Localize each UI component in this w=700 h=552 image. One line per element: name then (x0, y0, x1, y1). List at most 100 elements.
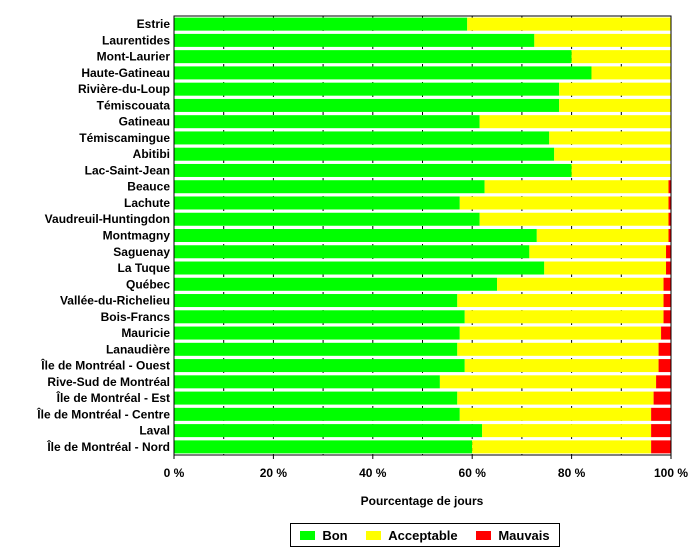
bar-segment-mauvais (651, 440, 671, 454)
bar-segment-acceptable (534, 33, 671, 47)
category-label: Bois-Francs (101, 310, 171, 324)
bar-segment-bon (174, 326, 460, 340)
category-label: Laval (139, 424, 170, 438)
bar-segment-acceptable (459, 326, 662, 340)
bar-segment-bon (174, 245, 530, 259)
legend-swatch-bon (300, 530, 316, 540)
bar-segment-bon (174, 375, 440, 389)
category-label: Vaudreuil-Huntingdon (45, 212, 170, 226)
category-label: La Tuque (118, 261, 171, 275)
category-label: Saguenay (113, 245, 170, 259)
category-label: Île de Montréal - Est (56, 390, 170, 405)
bar-segment-acceptable (479, 115, 671, 129)
bar-segment-acceptable (497, 277, 664, 291)
x-tick-label: 60 % (459, 466, 487, 480)
bar-segment-acceptable (457, 294, 664, 308)
category-label: Québec (126, 277, 170, 291)
bar-segment-acceptable (464, 310, 664, 324)
bar-segment-acceptable (459, 407, 652, 421)
x-axis-title: Pourcentage de jours (361, 494, 484, 508)
legend-label-bon: Bon (322, 527, 348, 543)
bar-segment-bon (174, 212, 480, 226)
bar-segment-mauvais (653, 391, 671, 405)
category-label: Île de Montréal - Centre (36, 406, 170, 421)
bars (174, 17, 671, 454)
category-label: Lanaudière (106, 342, 170, 356)
bar-segment-acceptable (457, 391, 654, 405)
x-tick-label: 20 % (260, 466, 288, 480)
category-label: Mont-Laurier (97, 50, 171, 64)
bar-segment-mauvais (651, 407, 671, 421)
bar-segment-bon (174, 359, 465, 373)
bar-segment-acceptable (544, 261, 667, 275)
bar-segment-mauvais (663, 277, 671, 291)
category-label: Rivière-du-Loup (78, 82, 170, 96)
category-label: Mauricie (121, 326, 170, 340)
bar-segment-mauvais (668, 228, 671, 243)
bar-segment-bon (174, 342, 458, 356)
legend-swatch-mauvais (476, 530, 492, 540)
category-label: Lac-Saint-Jean (85, 163, 170, 177)
category-label: Montmagny (103, 229, 171, 243)
bar-segment-acceptable (457, 342, 659, 356)
bar-segment-acceptable (529, 245, 667, 259)
category-label: Rive-Sud de Montréal (47, 375, 170, 389)
bar-segment-bon (174, 440, 473, 454)
bar-segment-bon (174, 50, 572, 64)
bar-segment-bon (174, 310, 465, 324)
bar-segment-acceptable (554, 147, 671, 161)
bar-segment-acceptable (467, 17, 671, 31)
bar-segment-acceptable (536, 228, 669, 243)
bar-segment-mauvais (666, 245, 671, 259)
bar-segment-bon (174, 180, 485, 194)
bar-segment-mauvais (658, 359, 671, 373)
bar-segment-mauvais (666, 261, 671, 275)
category-label: Île de Montréal - Ouest (40, 358, 170, 373)
legend-item-mauvais: Mauvais (476, 527, 550, 543)
bar-segment-bon (174, 17, 468, 31)
bar-segment-bon (174, 261, 545, 275)
bar-segment-bon (174, 147, 555, 161)
category-label: Témiscouata (97, 98, 171, 112)
plot-frame (173, 15, 672, 456)
legend-label-acceptable: Acceptable (388, 527, 458, 543)
legend-item-acceptable: Acceptable (366, 527, 458, 543)
bar-segment-mauvais (668, 212, 671, 226)
bar-segment-mauvais (658, 342, 671, 356)
bar-segment-acceptable (439, 375, 657, 389)
bar-segment-mauvais (651, 424, 671, 438)
bar-segment-bon (174, 33, 535, 47)
bar-segment-mauvais (663, 294, 671, 308)
bar-segment-acceptable (472, 440, 652, 454)
bar-segment-bon (174, 115, 480, 129)
category-label: Beauce (127, 180, 170, 194)
category-label: Haute-Gatineau (81, 66, 170, 80)
bar-segment-mauvais (668, 196, 671, 210)
legend-label-mauvais: Mauvais (498, 527, 550, 543)
bar-segment-acceptable (549, 131, 671, 145)
category-label: Lachute (124, 196, 170, 210)
category-label: Témiscamingue (79, 131, 170, 145)
category-label: Île de Montréal - Nord (46, 439, 170, 454)
x-axis: 0 % 20 % 40 % 60 % 80 % 100 % (164, 15, 688, 480)
bar-segment-mauvais (661, 326, 671, 340)
bar-segment-acceptable (559, 82, 671, 96)
category-label: Abitibi (133, 147, 170, 161)
bar-segment-bon (174, 228, 537, 243)
bar-segment-acceptable (479, 212, 669, 226)
legend: Bon Acceptable Mauvais (290, 523, 560, 547)
bar-segment-acceptable (482, 424, 652, 438)
legend-item-bon: Bon (300, 527, 348, 543)
bar-segment-acceptable (571, 163, 671, 177)
bar-segment-mauvais (663, 310, 671, 324)
bar-segment-acceptable (559, 98, 671, 112)
category-labels: Estrie Laurentides Mont-Laurier Haute-Gatin… (36, 17, 170, 454)
bar-segment-acceptable (571, 50, 671, 64)
x-tick-label: 40 % (359, 466, 387, 480)
bar-segment-acceptable (464, 359, 659, 373)
x-tick-label: 0 % (164, 466, 185, 480)
bar-segment-bon (174, 196, 460, 210)
category-label: Laurentides (102, 33, 170, 47)
bar-segment-acceptable (591, 66, 671, 80)
x-tick-label: 80 % (558, 466, 586, 480)
